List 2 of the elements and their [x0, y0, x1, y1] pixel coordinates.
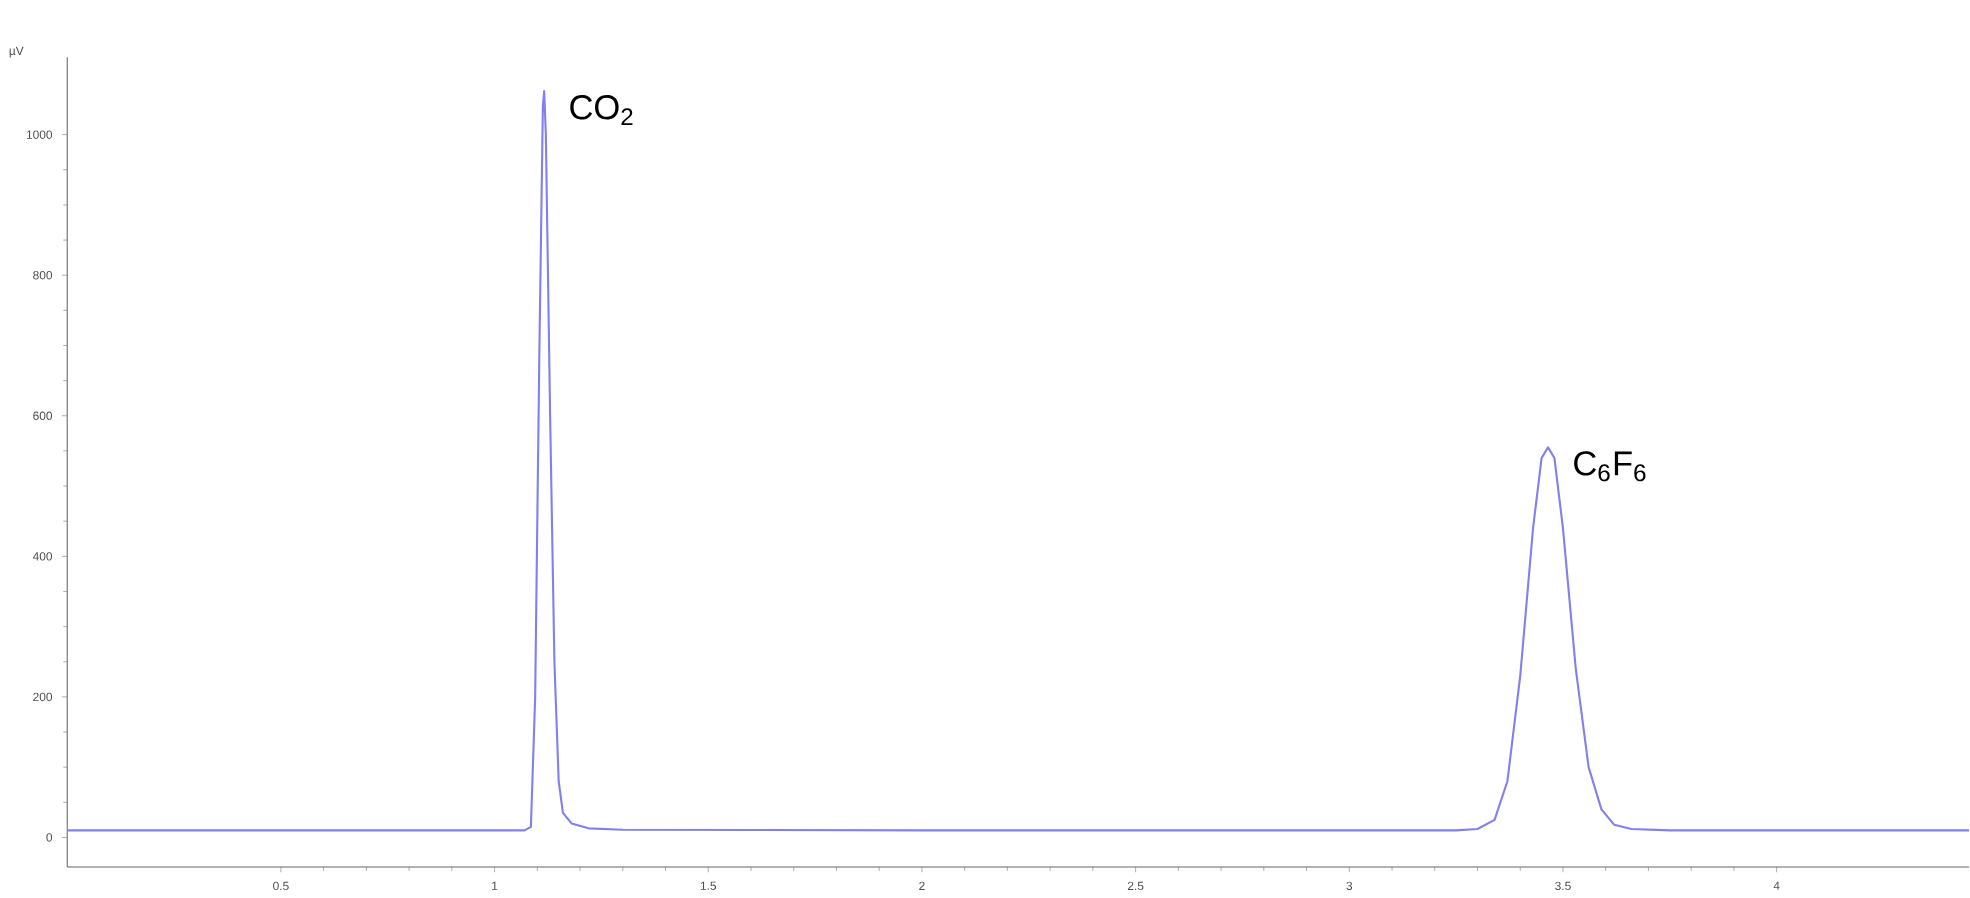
annotation: C$_{6}$F$_{6}$ — [1574, 450, 1646, 481]
annotation: CO$_{2}$ — [570, 94, 633, 125]
